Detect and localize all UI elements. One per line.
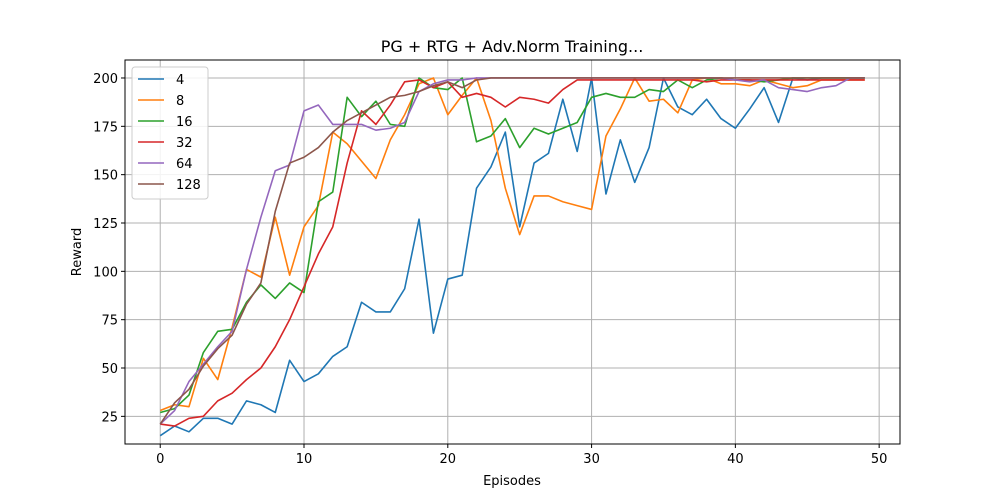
y-tick-label: 100 [93,265,118,280]
y-tick-label: 175 [93,120,118,135]
legend-label-8: 8 [176,94,184,109]
legend-label-128: 128 [176,178,201,193]
series-line-4 [159,77,865,437]
legend-label-64: 64 [176,157,193,172]
legend: 4 8 16 32 64 128 [131,66,209,200]
series-lines [159,77,865,437]
y-tick-label: 125 [93,217,118,232]
series-line-128 [159,77,865,425]
x-tick-label: 0 [156,452,164,467]
x-tick-label: 30 [583,452,600,467]
x-tick-label: 50 [871,452,888,467]
y-tick-label: 150 [93,169,118,184]
x-axis-label: Episodes [483,474,541,489]
x-tick-label: 10 [296,452,313,467]
y-axis-label: Reward [70,228,85,276]
x-tick-label: 20 [440,452,457,467]
x-tick-label: 40 [727,452,744,467]
chart-title: PG + RTG + Adv.Norm Training... [381,37,644,56]
series-line-8 [159,77,865,412]
legend-label-4: 4 [176,73,184,88]
y-tick-label: 200 [93,72,118,87]
y-tick-label: 50 [101,362,118,377]
legend-label-16: 16 [176,115,193,130]
y-tick-label: 25 [101,410,118,425]
axis-ticks: 0 10 20 30 40 50 25 50 75 100 125 150 175 200 [93,72,887,467]
y-tick-label: 75 [101,314,118,329]
series-line-32 [160,79,865,427]
legend-label-32: 32 [176,136,193,151]
plot-frame [124,59,901,445]
